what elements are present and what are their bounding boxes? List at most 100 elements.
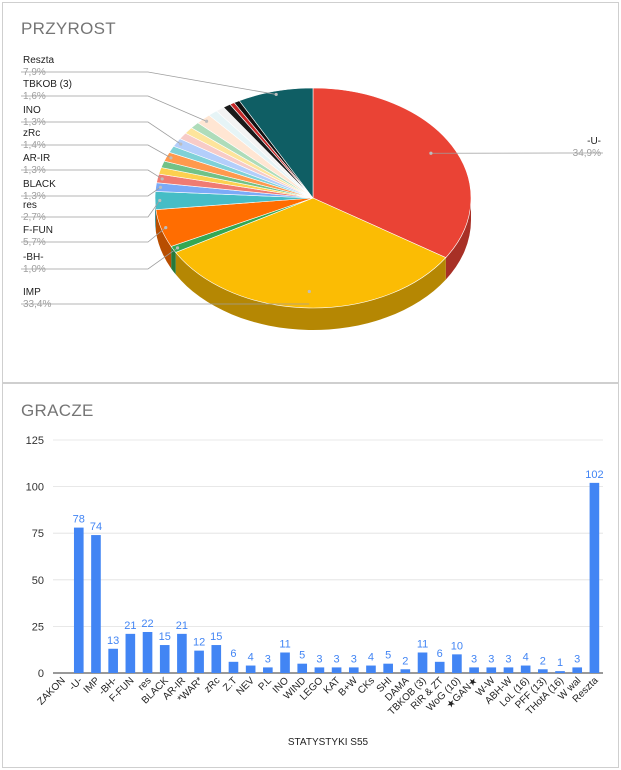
pie-label-value-21: 7,9%	[23, 67, 46, 78]
bar-8	[194, 650, 204, 673]
bar-data-label-17: 3	[351, 653, 357, 665]
pie-slice-1	[175, 197, 447, 309]
bar-data-label-14: 5	[299, 650, 305, 662]
bar-data-label-16: 3	[334, 653, 340, 665]
bar-ytick-125: 125	[26, 435, 44, 447]
pie-label-value-15: 1,6%	[23, 91, 46, 102]
bar-14	[297, 663, 308, 673]
bar-12	[263, 667, 273, 673]
pie-label-value-11: 1,3%	[23, 117, 46, 128]
bar-16	[331, 667, 342, 673]
bar-data-label-18: 4	[368, 652, 374, 664]
bar-23	[452, 654, 462, 673]
bar-data-label-22: 6	[437, 648, 443, 660]
bar-28	[538, 669, 548, 673]
bar-chart-title: GRACZE	[21, 401, 94, 420]
bar-data-label-5: 22	[141, 618, 153, 630]
pie-chart-panel: PRZYROST -U- 34,9% IMP 33,4% -BH- 1,0% F-FUN 5,…	[2, 2, 619, 383]
pie-leader-line-11	[21, 121, 181, 145]
pie-slice-side-0	[445, 198, 471, 280]
pie-label-0: -U-	[587, 136, 601, 147]
pie-label-9: zRc	[23, 128, 40, 139]
bar-data-label-31: 102	[585, 469, 603, 481]
pie-label-4: res	[23, 200, 37, 211]
pie-label-15: TBKOB (3)	[23, 79, 72, 90]
bar-data-label-11: 4	[248, 652, 254, 664]
bar-31	[589, 482, 600, 673]
pie-leader-line-9	[21, 144, 172, 159]
pie-leader-line-5	[21, 187, 161, 197]
bar-data-label-25: 3	[488, 653, 494, 665]
bar-category-label-18: CKs	[356, 675, 377, 696]
pie-slice-side-2	[171, 246, 176, 275]
bar-data-label-21: 11	[417, 638, 428, 650]
pie-leader-dot-9	[169, 156, 173, 160]
bar-data-label-6: 15	[159, 631, 171, 643]
bar-22	[434, 661, 445, 673]
bar-category-label-9: zRc	[202, 675, 222, 695]
bar-2	[91, 535, 101, 673]
bar-data-label-20: 2	[402, 655, 408, 667]
pie-label-value-9: 1,4%	[23, 140, 46, 151]
bar-29	[555, 671, 565, 673]
bar-data-label-1: 78	[73, 514, 85, 526]
bar-data-label-29: 1	[557, 657, 563, 669]
pie-label-value-2: 1,0%	[23, 264, 46, 275]
pie-leader-line-6	[21, 169, 163, 180]
bar-9	[211, 645, 222, 673]
bar-ytick-0: 0	[38, 668, 44, 680]
bar-category-label-12: P.L	[256, 675, 274, 693]
bar-19	[383, 663, 393, 673]
pie-leader-dot-0	[429, 151, 433, 155]
pie-label-value-5: 1,3%	[23, 191, 46, 202]
bar-data-label-24: 3	[471, 653, 477, 665]
bar-series: ZAKON78-U-74IMP13-BH-21F-FUN22res15BLACK…	[36, 469, 604, 718]
bar-20	[400, 669, 411, 673]
bar-data-label-27: 4	[523, 652, 529, 664]
pie-label-2: -BH-	[23, 252, 44, 263]
pie-leader-dot-3	[164, 225, 168, 230]
bar-data-label-28: 2	[540, 655, 546, 667]
bar-data-label-3: 13	[107, 635, 119, 647]
bar-24	[469, 667, 479, 673]
bar-27	[520, 665, 531, 673]
bar-11	[245, 665, 256, 673]
bar-18	[366, 665, 376, 673]
bar-chart: 0255075100125ZAKON78-U-74IMP13-BH-21F-FU…	[26, 435, 604, 748]
bar-data-label-7: 21	[176, 620, 188, 632]
pie-leader-dot-1	[307, 289, 311, 294]
pie-leader-line-21	[21, 71, 277, 95]
bar-6	[159, 645, 170, 673]
bar-26	[503, 667, 514, 673]
pie-slice-0	[312, 87, 472, 258]
pie-label-6: AR-IR	[23, 153, 50, 164]
bar-data-label-12: 3	[265, 653, 271, 665]
pie-label-value-3: 5,7%	[23, 237, 46, 248]
bar-21	[417, 652, 428, 673]
pie-slice-side-3	[155, 209, 172, 269]
bar-category-label-11: NEV	[234, 675, 257, 698]
pie-leader-dot-6	[160, 177, 164, 181]
bar-ytick-50: 50	[32, 575, 44, 587]
bar-data-label-2: 74	[90, 521, 102, 533]
bar-5	[142, 631, 153, 673]
bar-category-label-0: ZAKON	[36, 675, 68, 707]
bar-15	[314, 667, 325, 673]
pie-label-11: INO	[23, 105, 41, 116]
bar-ytick-25: 25	[32, 621, 44, 633]
bar-category-label-1: -U-	[67, 675, 85, 693]
bar-17	[348, 667, 359, 673]
pie-leader-dot-21	[274, 92, 278, 97]
pie-label-1: IMP	[23, 287, 41, 298]
bar-ytick-75: 75	[32, 528, 44, 540]
bar-1	[73, 527, 84, 673]
bar-data-label-19: 5	[385, 650, 391, 662]
bar-data-label-10: 6	[230, 648, 236, 660]
bar-30	[572, 667, 583, 673]
bar-13	[280, 652, 290, 673]
bar-3	[108, 648, 118, 673]
bar-7	[177, 633, 187, 673]
bar-data-label-23: 10	[451, 640, 463, 652]
